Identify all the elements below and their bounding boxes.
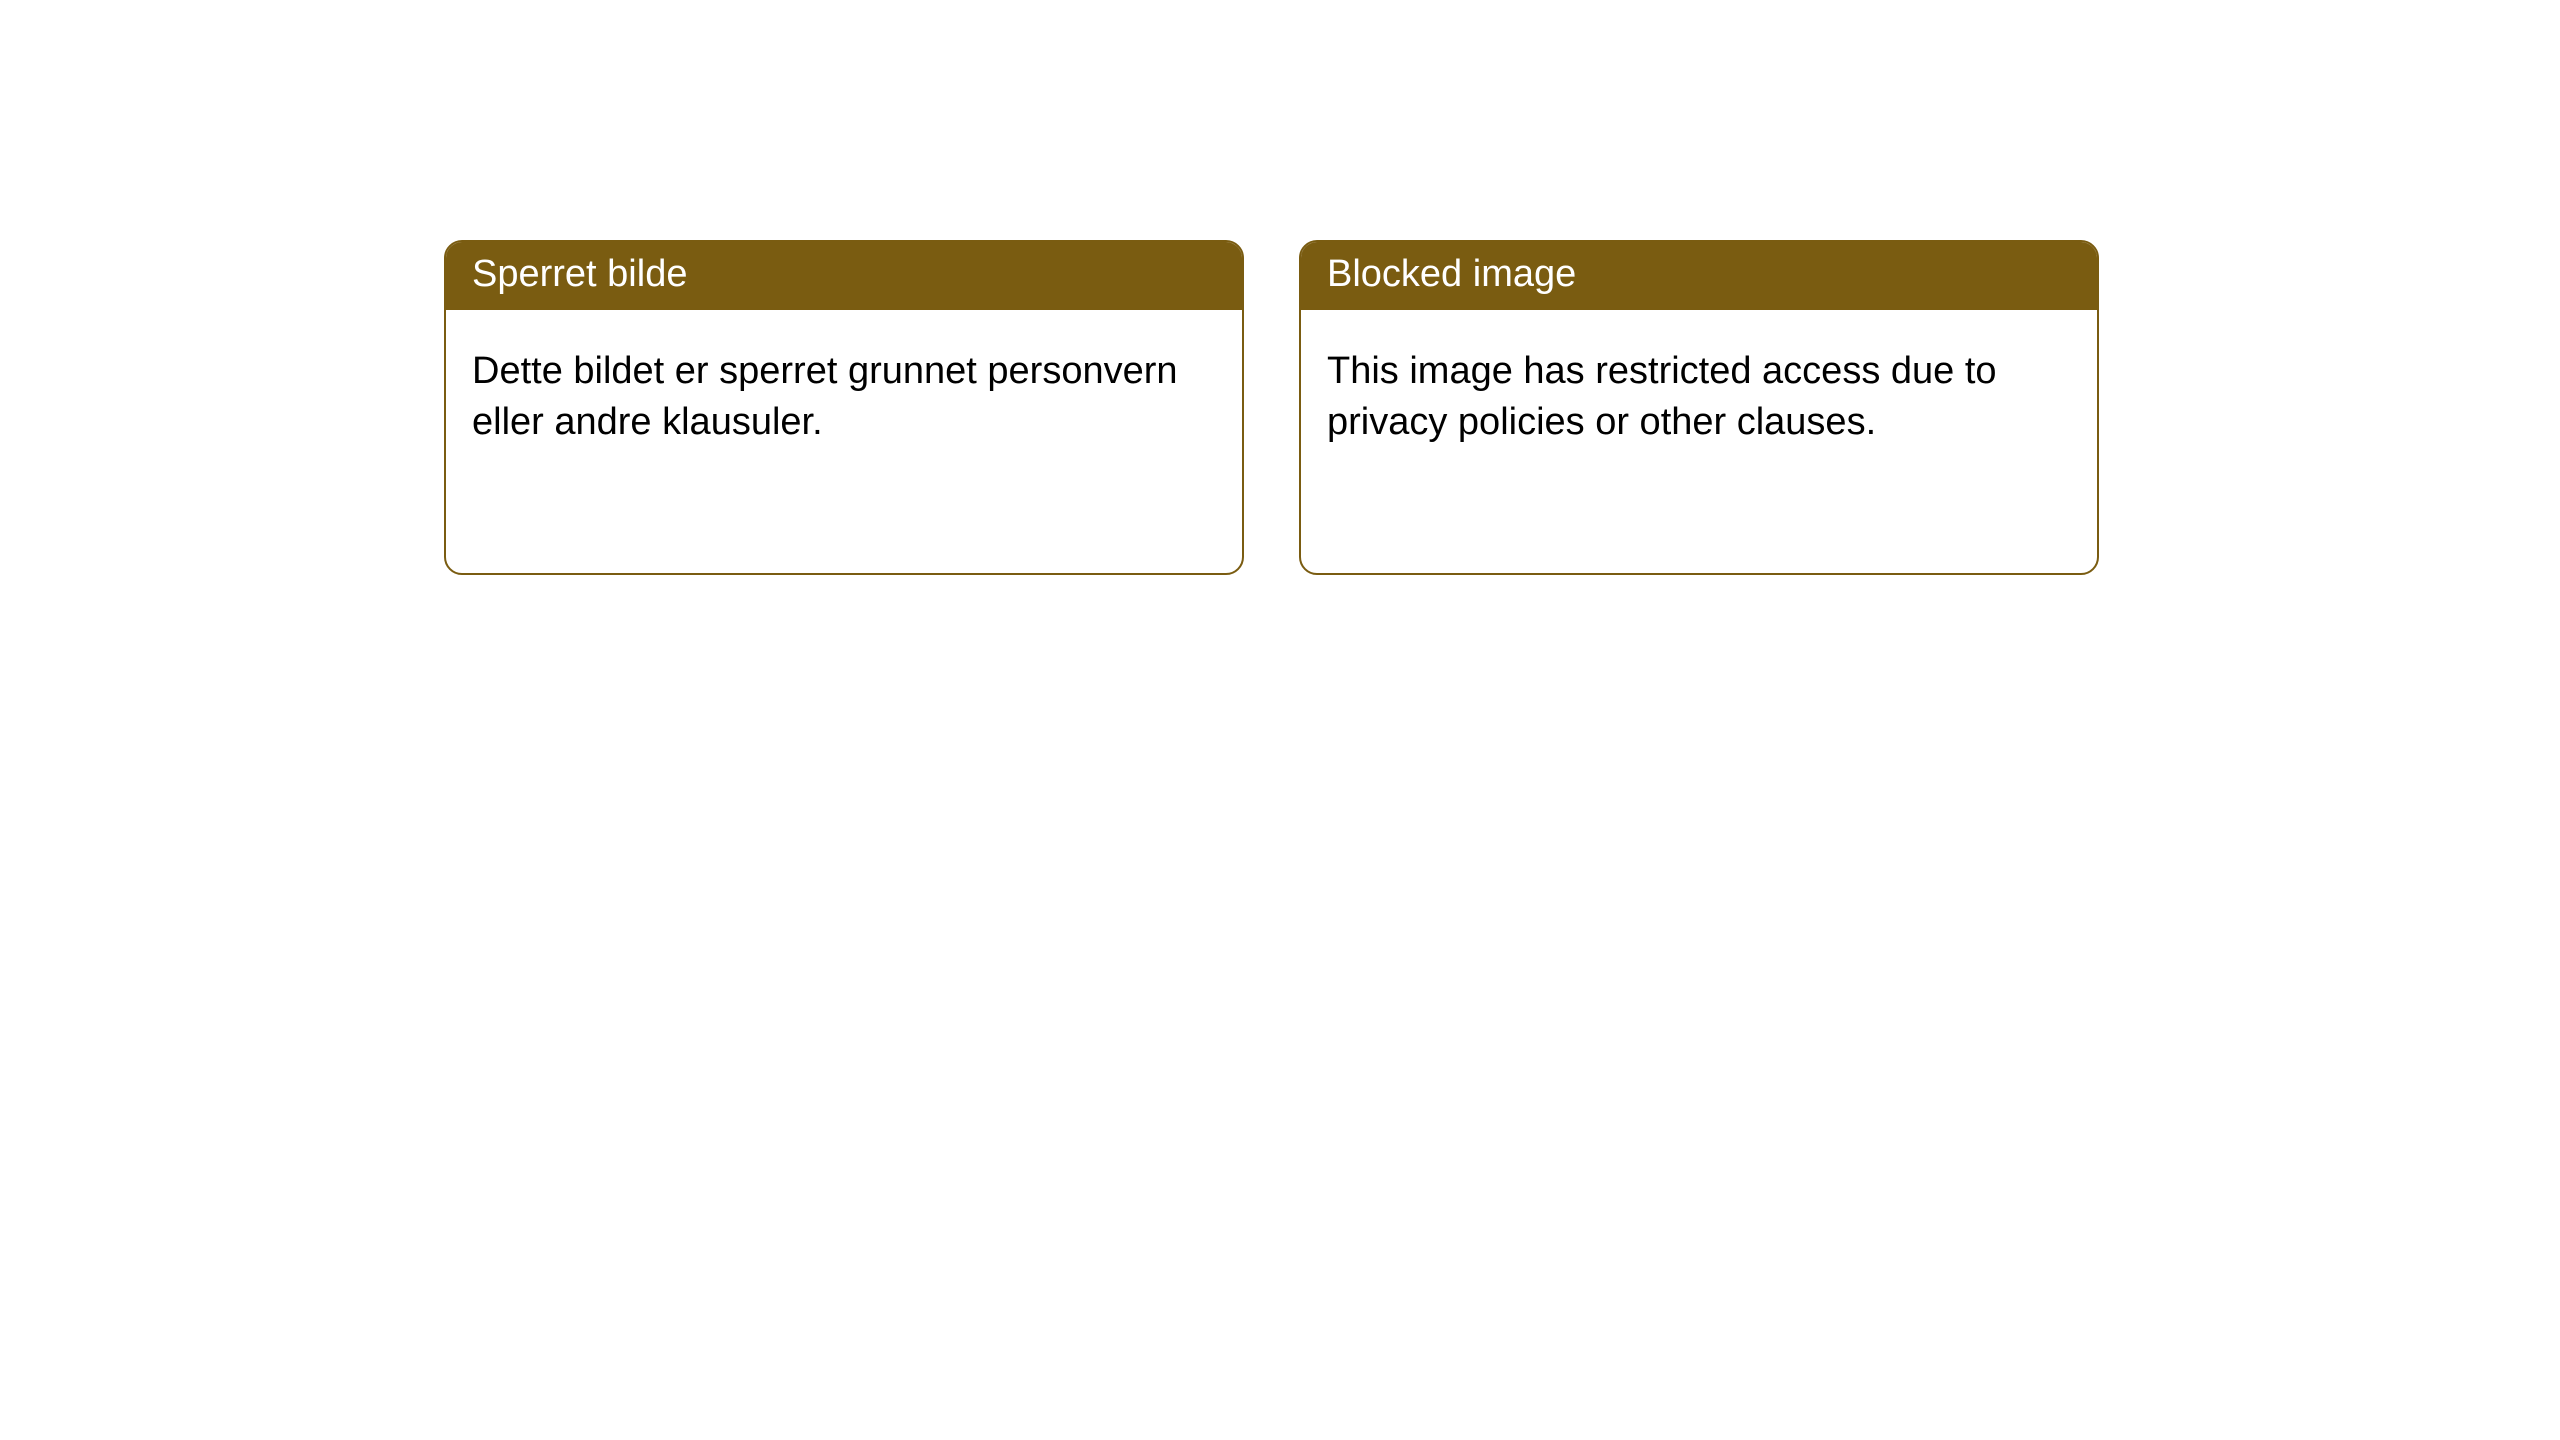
card-body: This image has restricted access due to … xyxy=(1301,310,2097,469)
blocked-image-card-no: Sperret bilde Dette bildet er sperret gr… xyxy=(444,240,1244,575)
card-header: Sperret bilde xyxy=(446,242,1242,310)
card-header: Blocked image xyxy=(1301,242,2097,310)
cards-container: Sperret bilde Dette bildet er sperret gr… xyxy=(0,0,2560,575)
blocked-image-card-en: Blocked image This image has restricted … xyxy=(1299,240,2099,575)
card-body: Dette bildet er sperret grunnet personve… xyxy=(446,310,1242,469)
